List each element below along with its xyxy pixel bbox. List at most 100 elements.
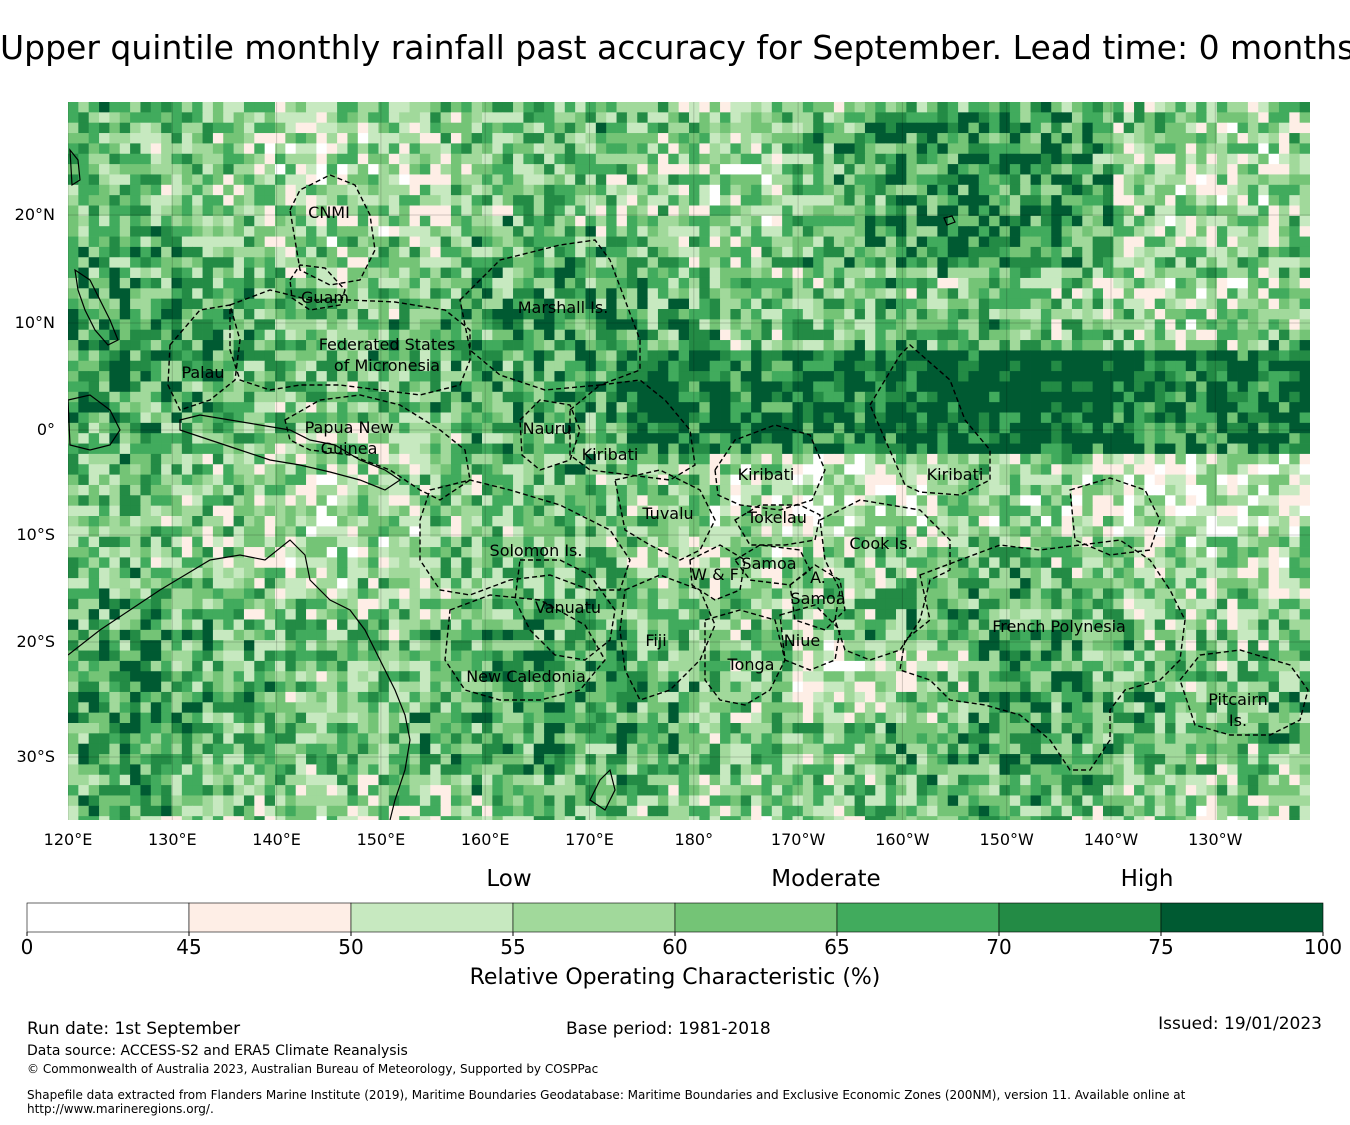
longitude-label: 180° <box>674 830 714 849</box>
colorbar-segment <box>188 902 352 933</box>
samoa-eez <box>733 544 811 586</box>
fiji-eez <box>619 574 716 701</box>
east-pacific-eez <box>1069 477 1161 556</box>
new-zealand-coast <box>589 768 616 811</box>
country-label: Federated States of Micronesia <box>318 335 456 375</box>
kiribati-phoenix-eez <box>714 424 826 511</box>
borneo-coast <box>68 394 121 451</box>
latitude-label: 10°S <box>16 525 55 544</box>
country-label: A. Samoa <box>790 568 846 608</box>
png-eez <box>284 394 471 501</box>
issued-date: Issued: 19/01/2023 <box>1158 1014 1322 1034</box>
country-label: CNMI <box>308 203 350 222</box>
colorbar-segment <box>26 902 190 933</box>
longitude-label: 140°W <box>1083 830 1139 849</box>
legend-category-high: High <box>1120 866 1174 892</box>
country-label: Tonga <box>727 655 775 674</box>
new-guinea-coast <box>179 414 402 491</box>
accuracy-grid <box>68 102 1310 820</box>
data-source: Data source: ACCESS-S2 and ERA5 Climate … <box>27 1043 408 1059</box>
latitude-label: 30°S <box>16 747 55 766</box>
fsm-eez <box>229 289 471 396</box>
longitude-label: 140°E <box>252 830 301 849</box>
marshall-eez <box>459 239 641 391</box>
solomon-eez <box>419 479 631 596</box>
longitude-label: 160°E <box>460 830 510 849</box>
colorbar-tick-label: 75 <box>1148 935 1174 959</box>
country-label: W & F <box>691 565 739 584</box>
country-label: Papua New Guinea <box>304 418 394 458</box>
colorbar-tick-label: 50 <box>338 935 364 959</box>
copyright: © Commonwealth of Australia 2023, Austra… <box>27 1062 599 1076</box>
country-label: Kiribati <box>926 465 984 484</box>
page-title: Upper quintile monthly rainfall past acc… <box>0 28 1350 67</box>
latitude-label: 0° <box>36 420 55 439</box>
colorbar-segment <box>1160 902 1324 933</box>
country-label: New Caledonia <box>466 667 586 686</box>
colorbar-tick-label: 55 <box>500 935 526 959</box>
colorbar-tick-label: 65 <box>824 935 850 959</box>
run-date: Run date: 1st September <box>27 1019 241 1039</box>
legend-category-moderate: Moderate <box>771 866 881 892</box>
pitcairn-eez <box>1179 649 1309 736</box>
longitude-label: 170°W <box>770 830 826 849</box>
hawaii-coast <box>943 215 956 226</box>
new-caledonia-eez <box>444 594 606 701</box>
longitude-label: 160°W <box>875 830 930 849</box>
latitude-label: 20°N <box>14 205 55 224</box>
tokelau-eez <box>734 504 821 546</box>
country-label: Samoa <box>741 554 797 573</box>
colorbar-tick-label: 100 <box>1303 935 1343 959</box>
country-label: Kiribati <box>737 465 795 484</box>
philippines-coast <box>74 268 119 346</box>
tuvalu-eez <box>614 469 716 561</box>
colorbar-segment <box>674 902 838 933</box>
country-label: Palau <box>181 363 225 382</box>
longitude-label: 170°E <box>565 830 614 849</box>
country-label: Tokelau <box>747 508 807 527</box>
longitude-label: 130°E <box>147 830 197 849</box>
colorbar-tick-label: 70 <box>986 935 1012 959</box>
colorbar-tick-label: 60 <box>662 935 688 959</box>
colorbar-segment <box>350 902 514 933</box>
country-label: Nauru <box>522 419 572 438</box>
legend-category-low: Low <box>486 866 532 892</box>
shapefile-url: http://www.marineregions.org/. <box>27 1102 214 1116</box>
country-label: Vanuatu <box>534 598 602 617</box>
latitude-label: 10°N <box>14 313 55 332</box>
eez-boundaries <box>167 174 1309 771</box>
country-label: Niue <box>783 631 821 650</box>
shapefile-credit: Shapefile data extracted from Flanders M… <box>27 1088 1186 1102</box>
taiwan-coast <box>69 148 81 187</box>
base-period: Base period: 1981-2018 <box>566 1019 771 1039</box>
longitude-label: 120°E <box>43 830 93 849</box>
longitude-label: 150°W <box>979 830 1034 849</box>
cnmi-eez <box>289 174 376 286</box>
nauru-eez <box>519 399 581 471</box>
country-label: Pitcairn Is. <box>1208 690 1268 730</box>
guam-eez <box>289 264 346 311</box>
country-label: Marshall Is. <box>517 298 609 317</box>
longitude-label: 130°W <box>1188 830 1243 849</box>
country-label: Kiribati <box>581 445 639 464</box>
colorbar <box>26 902 1324 936</box>
colorbar-segment <box>998 902 1162 933</box>
colorbar-segment <box>836 902 1000 933</box>
colorbar-title: Relative Operating Characteristic (%) <box>469 965 881 990</box>
french-polynesia-eez <box>899 539 1186 771</box>
country-label: Tuvalu <box>642 504 694 523</box>
colorbar-tick-label: 0 <box>20 935 34 959</box>
kiribati-gilbert-eez <box>569 379 696 481</box>
latitude-label: 20°S <box>16 632 55 651</box>
australia-coast <box>68 539 411 820</box>
longitude-label: 150°E <box>356 830 406 849</box>
coastlines <box>68 148 956 820</box>
country-label: Guam <box>301 288 349 307</box>
country-label: French Polynesia <box>992 617 1126 636</box>
wallis-eez <box>689 544 746 601</box>
palau-eez <box>167 304 241 411</box>
cook-eez <box>819 499 951 661</box>
tonga-eez <box>704 609 786 706</box>
country-label: Solomon Is. <box>489 541 583 560</box>
